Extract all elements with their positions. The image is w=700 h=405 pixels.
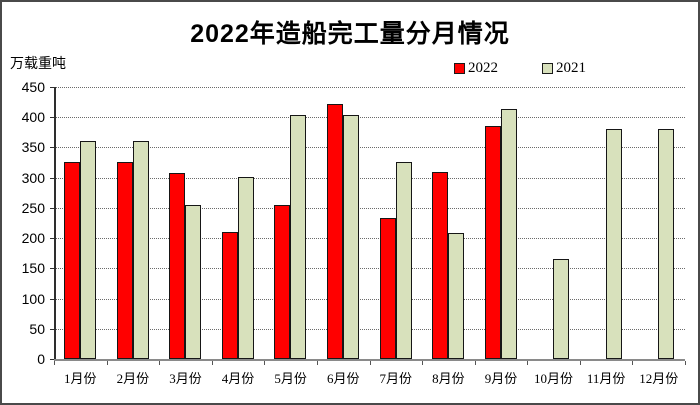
y-axis-label-150: 150 bbox=[21, 260, 45, 277]
bar-2021-2月份 bbox=[132, 140, 149, 359]
x-axis-tick bbox=[685, 361, 686, 365]
x-axis-tick bbox=[211, 361, 213, 365]
bar-2022-1月份 bbox=[64, 161, 80, 359]
y-axis-label-350: 350 bbox=[21, 139, 45, 156]
y-axis-label-200: 200 bbox=[21, 230, 45, 247]
y-axis-label-300: 300 bbox=[21, 169, 45, 186]
x-axis-tick bbox=[579, 361, 581, 365]
x-axis-tick bbox=[369, 361, 371, 365]
gridline-250 bbox=[54, 207, 685, 209]
gridline-100 bbox=[54, 298, 685, 300]
y-axis-label-400: 400 bbox=[21, 109, 45, 126]
gridline-50 bbox=[54, 328, 685, 330]
x-axis-label-11月份: 11月份 bbox=[586, 371, 626, 386]
chart-title: 2022年造船完工量分月情况 bbox=[190, 20, 510, 48]
bar-2022-6月份 bbox=[326, 103, 343, 359]
bar-2021-1月份 bbox=[80, 140, 96, 359]
y-axis bbox=[54, 87, 56, 359]
bar-2021-7月份 bbox=[395, 161, 412, 359]
y-axis-tick-450 bbox=[50, 87, 54, 88]
y-axis-label-50: 50 bbox=[29, 320, 45, 337]
y-axis-tick-0 bbox=[50, 359, 54, 360]
x-axis-tick bbox=[316, 361, 318, 365]
y-axis-tick-350 bbox=[50, 147, 54, 149]
x-axis-tick bbox=[527, 361, 529, 365]
gridline-300 bbox=[54, 177, 685, 179]
x-axis-label-7月份: 7月份 bbox=[379, 371, 413, 386]
x-axis bbox=[54, 359, 685, 361]
gridline-400 bbox=[54, 117, 685, 119]
y-axis-tick-100 bbox=[50, 298, 54, 300]
x-axis-tick bbox=[106, 361, 108, 365]
legend-swatch-2022-icon bbox=[454, 63, 465, 74]
gridline-350 bbox=[54, 147, 685, 149]
y-axis-unit-label: 万载重吨 bbox=[10, 57, 66, 72]
x-axis-label-1月份: 1月份 bbox=[64, 371, 97, 386]
legend-label-2021: 2021 bbox=[556, 60, 586, 76]
bar-2022-8月份 bbox=[432, 172, 449, 359]
legend-swatch-2021-icon bbox=[542, 63, 553, 74]
y-axis-tick-250 bbox=[50, 207, 54, 209]
x-axis-tick bbox=[264, 361, 266, 365]
bar-2021-8月份 bbox=[448, 233, 465, 359]
x-axis-label-3月份: 3月份 bbox=[169, 371, 202, 386]
bar-2022-5月份 bbox=[274, 204, 291, 359]
x-axis-label-6月份: 6月份 bbox=[326, 371, 360, 386]
bar-2022-2月份 bbox=[116, 161, 133, 359]
y-axis-label-0: 0 bbox=[37, 351, 45, 367]
bar-2021-3月份 bbox=[185, 205, 202, 359]
x-axis-tick bbox=[632, 361, 634, 365]
y-axis-tick-150 bbox=[50, 268, 54, 270]
x-axis-label-10月份: 10月份 bbox=[534, 371, 574, 386]
legend-label-2022: 2022 bbox=[468, 60, 498, 76]
x-axis-label-4月份: 4月份 bbox=[221, 371, 255, 386]
x-axis-label-9月份: 9月份 bbox=[484, 371, 518, 386]
legend-item-2021: 2021 bbox=[542, 60, 586, 77]
x-axis-tick bbox=[159, 361, 161, 365]
y-axis-tick-200 bbox=[50, 238, 54, 240]
y-axis-tick-50 bbox=[50, 328, 54, 330]
gridline-450 bbox=[54, 87, 685, 88]
gridline-150 bbox=[54, 268, 685, 270]
legend-item-2022: 2022 bbox=[454, 60, 498, 77]
x-axis-label-2月份: 2月份 bbox=[116, 371, 150, 386]
bar-2021-9月份 bbox=[500, 109, 517, 359]
legend: 2022 2021 bbox=[454, 60, 586, 77]
bar-2021-10月份 bbox=[553, 258, 570, 359]
bar-2021-12月份 bbox=[658, 128, 675, 359]
bar-2022-7月份 bbox=[379, 217, 396, 359]
bar-2021-6月份 bbox=[342, 114, 359, 359]
bar-2022-3月份 bbox=[169, 172, 186, 359]
x-axis-label-12月份: 12月份 bbox=[639, 371, 679, 386]
y-axis-label-100: 100 bbox=[21, 290, 45, 307]
x-axis-tick bbox=[474, 361, 476, 365]
x-axis-label-8月份: 8月份 bbox=[432, 371, 465, 386]
x-axis-label-5月份: 5月份 bbox=[274, 371, 307, 386]
bar-2022-9月份 bbox=[484, 125, 501, 359]
x-axis-tick bbox=[422, 361, 424, 365]
bar-2022-4月份 bbox=[221, 232, 238, 359]
x-axis-tick bbox=[54, 361, 55, 365]
y-axis-label-450: 450 bbox=[21, 79, 45, 95]
y-axis-tick-400 bbox=[50, 117, 54, 119]
gridline-200 bbox=[54, 238, 685, 240]
y-axis-tick-300 bbox=[50, 177, 54, 179]
bar-2021-11月份 bbox=[605, 128, 622, 359]
y-axis-label-250: 250 bbox=[21, 199, 45, 216]
bar-2021-5月份 bbox=[290, 114, 307, 359]
bar-2021-4月份 bbox=[237, 177, 254, 359]
